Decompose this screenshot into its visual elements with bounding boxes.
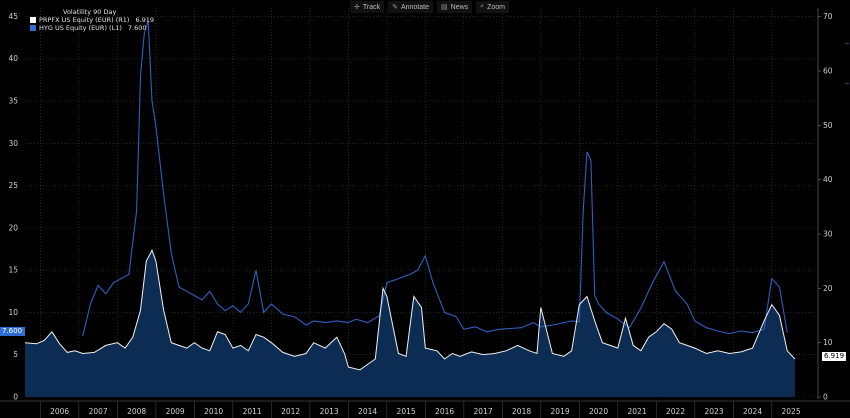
legend-entry-hyg[interactable]: HYG US Equity (EUR) (L1) 7.600 (30, 24, 154, 32)
left-axis-tick-label: 10 (8, 308, 18, 317)
series-layer (24, 20, 796, 397)
x-axis-tick-label: 2019 (551, 407, 570, 416)
legend-swatch-hyg (30, 25, 36, 31)
left-axis-tick-label: 35 (8, 97, 18, 106)
legend-label-hyg: HYG US Equity (EUR) (L1) (39, 24, 122, 32)
left-axis-tick-label: 20 (8, 223, 18, 232)
toolbar-track-button[interactable]: ✛ Track (350, 1, 385, 13)
magnifier-icon: ⌕ (480, 3, 485, 10)
x-axis-tick-label: 2012 (281, 407, 300, 416)
right-axis-tick-label: 70 (823, 12, 833, 21)
right-axis-tick-label: 20 (823, 284, 833, 293)
toolbar-news-button[interactable]: ▤ News (437, 1, 473, 13)
toolbar-button-label: Zoom (487, 3, 505, 11)
right-edge-marker-icon: – (845, 40, 849, 47)
hyg-series-line (82, 20, 788, 337)
x-axis-tick-label: 2015 (397, 407, 416, 416)
legend-value-prpfx: 6.919 (135, 16, 155, 24)
left-axis-tick-label: 30 (8, 139, 18, 148)
toolbar-button-label: News (450, 3, 469, 11)
left-axis-tick-label: 5 (13, 350, 18, 359)
x-axis-tick-label: 2009 (166, 407, 185, 416)
x-axis-tick-label: 2010 (204, 407, 223, 416)
prpfx-series-line (24, 249, 796, 371)
left-axis-tick-label: 45 (8, 12, 18, 21)
x-axis-tick-label: 2008 (127, 407, 146, 416)
toolbar-button-label: Annotate (401, 3, 430, 11)
x-axis-tick-label: 2024 (743, 407, 762, 416)
toolbar-annotate-button[interactable]: ✎ Annotate (388, 1, 434, 13)
left-axis-tick-label: 0 (13, 393, 18, 402)
right-axis-tick-label: 60 (823, 67, 833, 76)
right-axis-tick-label: 40 (823, 175, 833, 184)
toolbar-button-label: Track (362, 3, 381, 11)
x-axis-tick-label: 2007 (89, 407, 108, 416)
legend-entry-prpfx[interactable]: PRPFX US Equity (EUR) (R1) 6.919 (30, 16, 154, 24)
left-axis-tick-label: 15 (8, 266, 18, 275)
x-axis-tick-label: 2016 (435, 407, 454, 416)
legend-value-hyg: 7.600 (127, 24, 147, 32)
x-axis-tick-label: 2014 (358, 407, 377, 416)
chart-toolbar: ✛ Track ✎ Annotate ▤ News ⌕ Zoom (350, 1, 509, 13)
x-axis-tick-label: 2006 (50, 407, 69, 416)
legend-title: Volatility 90 Day (63, 8, 117, 16)
right-axis-tick-label: 50 (823, 121, 833, 130)
prpfx-area (25, 250, 795, 397)
left-axis-tick-label: 40 (8, 54, 18, 63)
x-axis-tick-label: 2022 (666, 407, 685, 416)
x-axis-tick-label: 2017 (474, 407, 493, 416)
news-icon: ▤ (441, 4, 448, 11)
x-axis-tick-label: 2023 (705, 407, 724, 416)
x-axis-tick-label: 2025 (782, 407, 801, 416)
x-axis-tick-label: 2020 (589, 407, 608, 416)
pencil-icon: ✎ (392, 4, 398, 11)
x-axis-tick-label: 2021 (628, 407, 647, 416)
right-edge-marker-icon: – (845, 80, 849, 87)
x-axis-tick-label: 2011 (243, 407, 262, 416)
chart-legend: Volatility 90 Day PRPFX US Equity (EUR) … (30, 8, 154, 32)
hyg-last-value-badge: 7.600 (0, 327, 25, 336)
crosshair-icon: ✛ (354, 4, 360, 11)
x-axis-tick-label: 2018 (512, 407, 531, 416)
legend-swatch-prpfx (30, 17, 36, 23)
right-axis-tick-label: 10 (823, 338, 833, 347)
prpfx-last-value-badge: 6.919 (822, 352, 846, 361)
left-axis-tick-label: 25 (8, 181, 18, 190)
right-axis-tick-label: 0 (823, 393, 828, 402)
x-axis-tick-label: 2013 (320, 407, 339, 416)
toolbar-zoom-button[interactable]: ⌕ Zoom (476, 1, 509, 13)
legend-label-prpfx: PRPFX US Equity (EUR) (R1) (39, 16, 130, 24)
right-axis-tick-label: 30 (823, 230, 833, 239)
